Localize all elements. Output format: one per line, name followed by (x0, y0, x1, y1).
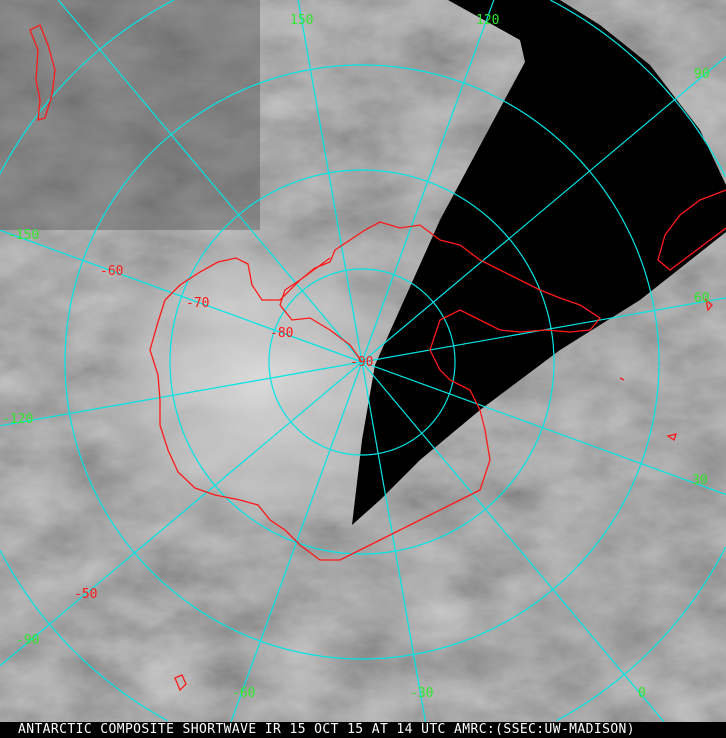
longitude-label: -120 (2, 412, 33, 427)
meridian-line (297, 0, 363, 363)
longitude-labels: 150 120 90 60 30 0 -30 -60 -90 -120 -150 (2, 13, 710, 701)
meridian-line (0, 361, 363, 667)
meridian-line (57, 0, 363, 363)
longitude-label: -150 (8, 228, 39, 243)
latitude-circle (0, 0, 726, 722)
map-canvas: 150 120 90 60 30 0 -30 -60 -90 -120 -150 -50 -60 -70… (0, 0, 726, 722)
latitude-label: -60 (100, 264, 123, 279)
coastline-islands (174, 298, 713, 692)
imagery-tile-dark (0, 0, 260, 230)
meridian-line (361, 361, 726, 496)
latitude-labels: -50 -60 -70 -80 -90 (74, 264, 373, 602)
longitude-label: 0 (638, 686, 646, 701)
meridian-line (361, 361, 665, 722)
latitude-circle (169, 169, 555, 555)
latitude-circle (64, 64, 660, 660)
latitude-label: -80 (270, 326, 293, 341)
coastline-australia (657, 189, 726, 271)
longitude-label: 150 (290, 13, 313, 28)
latitude-label: -70 (186, 296, 209, 311)
meridian-line (0, 229, 363, 363)
longitude-label: -30 (410, 686, 433, 701)
no-data-region (352, 0, 726, 525)
longitude-label: 90 (694, 67, 710, 82)
longitude-label: -60 (232, 686, 255, 701)
longitude-label: 60 (694, 291, 710, 306)
latitude-label: -50 (74, 587, 97, 602)
coastline-new-zealand (29, 24, 56, 121)
longitude-label: -90 (16, 633, 39, 648)
latitude-circle (268, 268, 456, 456)
meridian-line (0, 361, 363, 427)
meridian-line (361, 0, 495, 363)
meridian-line (361, 56, 726, 363)
coastline-antarctica (149, 221, 601, 561)
image-caption: ANTARCTIC COMPOSITE SHORTWAVE IR 15 OCT … (0, 722, 726, 738)
longitude-label: 30 (692, 473, 708, 488)
latitude-label: -90 (350, 355, 373, 370)
longitude-label: 120 (476, 13, 499, 28)
meridian-line (361, 361, 427, 722)
